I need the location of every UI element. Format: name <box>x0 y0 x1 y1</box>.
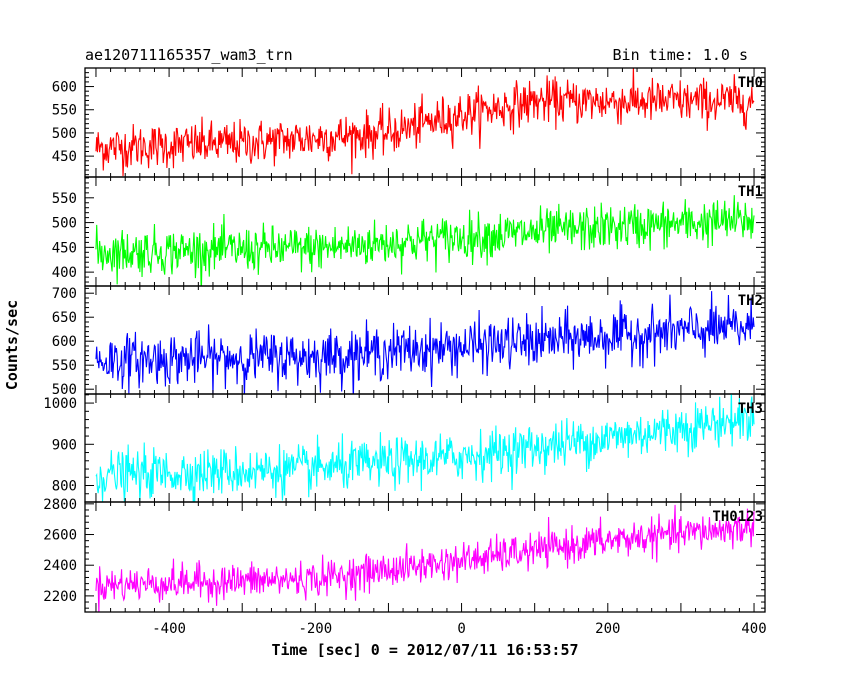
panel-th0: 450 500 550 600 TH0 <box>52 67 766 178</box>
panel-label-th0123: TH0123 <box>712 509 763 525</box>
panel-label-th1: TH1 <box>738 184 763 200</box>
series-line-th3 <box>95 394 755 502</box>
y-tick-label: 500 <box>52 216 77 232</box>
y-tick-label: 1000 <box>43 396 77 412</box>
y-tick-label: 500 <box>52 126 77 142</box>
x-tick-label: 400 <box>741 621 766 637</box>
panel-stack: 450 500 550 600 TH0 400 450 500 550 TH1 500 550 600 6… <box>43 67 766 613</box>
x-tick-label: -200 <box>298 621 332 637</box>
panel-th1: 400 450 500 550 TH1 <box>52 176 766 287</box>
panel-label-th0: TH0 <box>738 75 763 91</box>
y-tick-label: 2800 <box>43 497 77 513</box>
series-line-th2 <box>95 291 755 394</box>
y-tick-label: 600 <box>52 80 77 96</box>
y-tick-label: 800 <box>52 479 77 495</box>
panel-label-th2: TH2 <box>738 293 763 309</box>
series-line-th1 <box>95 195 755 286</box>
panel-frame <box>84 501 766 613</box>
y-tick-label: 400 <box>52 265 77 281</box>
y-tick-label: 650 <box>52 310 77 326</box>
figure-title: ae120711165357_wam3_trn <box>85 46 293 64</box>
series-line-th0 <box>95 68 755 177</box>
panel-th0123: 2200 2400 2600 2800 TH0123 <box>43 497 766 613</box>
y-tick-label: 900 <box>52 437 77 453</box>
panel-th3: 800 900 1000 TH3 <box>43 393 766 503</box>
x-tick-label: 200 <box>595 621 620 637</box>
y-axis-label: Counts/sec <box>3 300 21 390</box>
y-tick-label: 600 <box>52 334 77 350</box>
y-tick-label: 550 <box>52 191 77 207</box>
y-tick-label: 450 <box>52 240 77 256</box>
x-tick-label: -400 <box>152 621 186 637</box>
series-line-th0123 <box>95 504 755 612</box>
panel-label-th3: TH3 <box>738 401 763 417</box>
x-axis: -400 -200 0 200 400 <box>152 621 766 637</box>
bin-time-label: Bin time: 1.0 s <box>613 46 748 64</box>
y-tick-label: 700 <box>52 286 77 302</box>
x-axis-label: Time [sec] 0 = 2012/07/11 16:53:57 <box>271 641 578 659</box>
y-tick-label: 550 <box>52 358 77 374</box>
x-tick-label: 0 <box>457 621 465 637</box>
y-tick-label: 2400 <box>43 558 77 574</box>
panel-frame <box>84 176 766 287</box>
y-tick-label: 500 <box>52 382 77 398</box>
y-tick-label: 450 <box>52 149 77 165</box>
y-tick-label: 2600 <box>43 528 77 544</box>
y-tick-label: 550 <box>52 103 77 119</box>
panel-th2: 500 550 600 650 700 TH2 <box>52 285 766 398</box>
y-tick-label: 2200 <box>43 589 77 605</box>
